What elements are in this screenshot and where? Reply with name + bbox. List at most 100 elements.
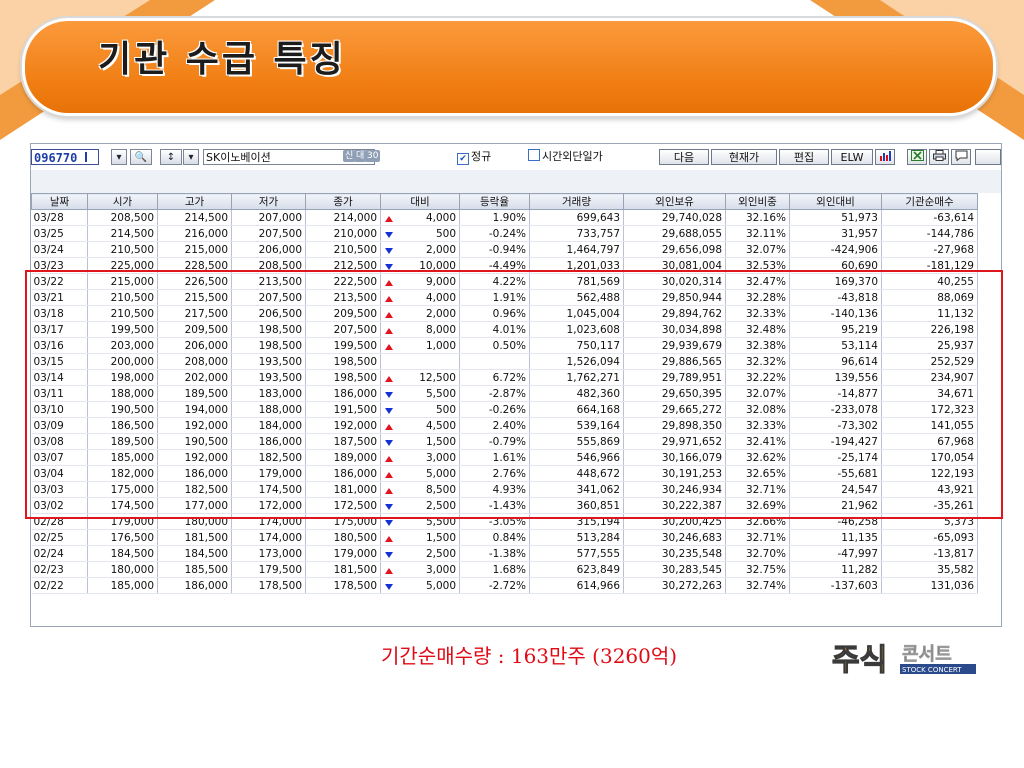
arrow-up-icon <box>385 455 393 462</box>
table-row[interactable]: 03/08 189,500 190,500 186,000 187,500 1,500 -0… <box>31 433 978 450</box>
sort-button[interactable]: ↕ <box>160 149 182 165</box>
cell-fdiff: -194,427 <box>789 433 882 450</box>
column-header[interactable]: 날짜 <box>31 193 88 210</box>
table-row[interactable]: 03/16 203,000 206,000 198,500 199,500 1,000 0.… <box>31 337 978 354</box>
table-row[interactable]: 03/04 182,000 186,000 179,000 186,000 5,000 2.… <box>31 465 978 482</box>
table-row[interactable]: 02/24 184,500 184,500 173,000 179,000 2,500 -1… <box>31 545 978 562</box>
logo-side: 콘서트 <box>902 644 952 665</box>
cell-diff: 500 <box>380 225 460 242</box>
cell-low: 188,000 <box>231 401 306 418</box>
cell-diff-value: 3,000 <box>425 451 456 464</box>
cell-low: 179,500 <box>231 561 306 578</box>
cell-high: 186,000 <box>157 577 232 594</box>
arrow-up-icon <box>385 295 393 302</box>
cell-rate: -2.72% <box>459 577 530 594</box>
cell-fdiff: -25,174 <box>789 449 882 466</box>
table-row[interactable]: 03/15 200,000 208,000 193,500 198,500 1,526,0… <box>31 353 978 370</box>
cell-hold: 30,246,934 <box>623 481 726 498</box>
table-row[interactable]: 02/22 185,000 186,000 178,500 178,500 5,000 -2… <box>31 577 978 594</box>
cell-hold: 30,166,079 <box>623 449 726 466</box>
table-row[interactable]: 03/22 215,000 226,500 213,500 222,500 9,000 4.… <box>31 273 978 290</box>
cell-fdiff: 11,135 <box>789 529 882 546</box>
cell-ratio: 32.65% <box>725 465 790 482</box>
cell-rate: -1.43% <box>459 497 530 514</box>
table-row[interactable]: 03/11 188,000 189,500 183,000 186,000 5,500 -2… <box>31 385 978 402</box>
cell-rate: 1.68% <box>459 561 530 578</box>
excel-button[interactable] <box>907 149 927 165</box>
cell-low: 182,500 <box>231 449 306 466</box>
sort-dropdown-button[interactable]: ▾ <box>183 149 199 165</box>
cell-diff: 2,500 <box>380 497 460 514</box>
cell-inst: 172,323 <box>881 401 978 418</box>
current-price-button[interactable]: 현재가 <box>711 149 777 165</box>
cell-diff-value: 1,000 <box>425 339 456 352</box>
cell-rate: -4.49% <box>459 257 530 274</box>
elw-button[interactable]: ELW <box>831 149 873 165</box>
cell-volume: 513,284 <box>529 529 624 546</box>
table-row[interactable]: 03/17 199,500 209,500 198,500 207,500 8,000 4.… <box>31 321 978 338</box>
column-header[interactable]: 외인비중 <box>725 193 790 210</box>
cell-volume: 341,062 <box>529 481 624 498</box>
table-row[interactable]: 03/14 198,000 202,000 193,500 198,500 12,500 6… <box>31 369 978 386</box>
print-button[interactable] <box>929 149 949 165</box>
sort-icon: ↕ <box>166 152 176 163</box>
cell-diff: 8,000 <box>380 321 460 338</box>
cell-fdiff: 96,614 <box>789 353 882 370</box>
table-row[interactable]: 03/07 185,000 192,000 182,500 189,000 3,000 1.… <box>31 449 978 466</box>
cell-rate: -0.26% <box>459 401 530 418</box>
table-row[interactable]: 03/21 210,500 215,500 207,500 213,500 4,000 1.… <box>31 289 978 306</box>
table-row[interactable]: 03/02 174,500 177,000 172,000 172,500 2,500 -1… <box>31 497 978 514</box>
column-header[interactable]: 종가 <box>305 193 381 210</box>
cell-close: 212,500 <box>305 257 381 274</box>
regular-session-checkbox[interactable]: ✔ 정규 <box>457 149 491 165</box>
column-header[interactable]: 외인보유 <box>623 193 726 210</box>
arrow-down-icon <box>385 231 393 238</box>
next-button[interactable]: 다음 <box>659 149 709 165</box>
column-header[interactable]: 등락율 <box>459 193 530 210</box>
table-row[interactable]: 03/03 175,000 182,500 174,500 181,000 8,500 4.… <box>31 481 978 498</box>
table-row[interactable]: 03/23 225,000 228,500 208,500 212,500 10,000-… <box>31 257 978 274</box>
table-row[interactable]: 03/25 214,500 216,000 207,500 210,000 500 -0.2… <box>31 225 978 242</box>
extra-button[interactable] <box>975 149 1001 165</box>
cell-diff: 1,500 <box>380 433 460 450</box>
cell-high: 214,500 <box>157 209 232 226</box>
chart-button[interactable] <box>875 149 895 165</box>
cell-fdiff: -73,302 <box>789 417 882 434</box>
code-dropdown-button[interactable]: ▾ <box>111 149 127 165</box>
cell-diff: 3,000 <box>380 561 460 578</box>
table-row[interactable]: 02/23 180,000 185,500 179,500 181,500 3,000 1.… <box>31 561 978 578</box>
cell-high: 177,000 <box>157 497 232 514</box>
table-row[interactable]: 03/28 208,500 214,500 207,000 214,000 4,000 1.… <box>31 209 978 226</box>
after-hours-checkbox[interactable]: 시간외단일가 <box>528 149 603 165</box>
cell-date: 02/24 <box>31 545 88 562</box>
cell-ratio: 32.08% <box>725 401 790 418</box>
cell-hold: 29,971,652 <box>623 433 726 450</box>
column-header[interactable]: 외인대비 <box>789 193 882 210</box>
cell-diff <box>380 353 460 370</box>
cell-fdiff: -55,681 <box>789 465 882 482</box>
table-row[interactable]: 03/09 186,500 192,000 184,000 192,000 4,500 2.… <box>31 417 978 434</box>
table-row[interactable]: 02/25 176,500 181,500 174,000 180,500 1,500 0.… <box>31 529 978 546</box>
column-header[interactable]: 저가 <box>231 193 306 210</box>
cell-date: 03/18 <box>31 305 88 322</box>
cell-close: 213,500 <box>305 289 381 306</box>
stock-code-input[interactable]: 096770 <box>31 149 99 165</box>
cell-volume: 1,762,271 <box>529 369 624 386</box>
column-header[interactable]: 고가 <box>157 193 232 210</box>
edit-button[interactable]: 편집 <box>779 149 829 165</box>
cell-open: 185,000 <box>87 449 158 466</box>
table-row[interactable]: 03/10 190,500 194,000 188,000 191,500 500 -0.2… <box>31 401 978 418</box>
search-button[interactable]: 🔍 <box>130 149 152 165</box>
table-row[interactable]: 03/18 210,500 217,500 206,500 209,500 2,000 0.… <box>31 305 978 322</box>
column-header[interactable]: 대비 <box>380 193 460 210</box>
column-header[interactable]: 기관순매수 <box>881 193 978 210</box>
arrow-down-icon <box>385 519 393 526</box>
cell-high: 192,000 <box>157 449 232 466</box>
chat-button[interactable] <box>951 149 971 165</box>
cell-volume: 614,966 <box>529 577 624 594</box>
column-header[interactable]: 시가 <box>87 193 158 210</box>
slide-title: 기관 수급 특징 <box>98 39 346 80</box>
stock-name-field[interactable]: SK이노베이션 <box>203 149 375 165</box>
column-header[interactable]: 거래량 <box>529 193 624 210</box>
table-row[interactable]: 03/24 210,500 215,000 206,000 210,500 2,000 -0… <box>31 241 978 258</box>
